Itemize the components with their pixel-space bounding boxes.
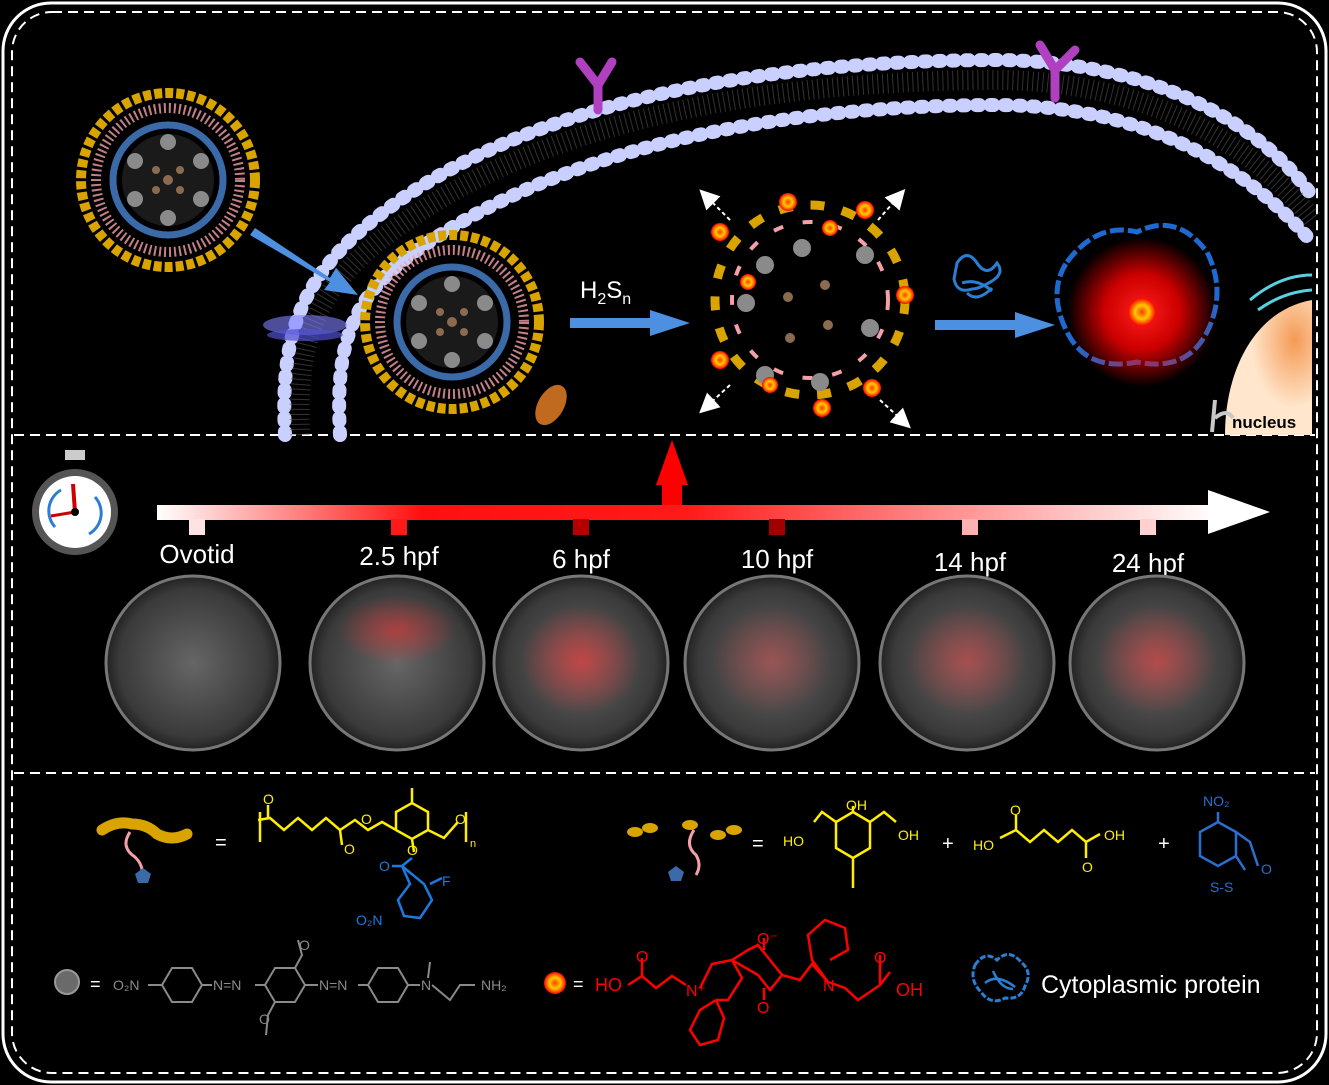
- timeline-tick: [962, 519, 978, 535]
- azo-group: N=N: [213, 977, 241, 993]
- reagent-h: H: [580, 277, 597, 304]
- micelle-outside: [76, 88, 260, 272]
- plus-sign: +: [942, 833, 954, 855]
- equals-sign: =: [90, 974, 101, 994]
- atom-o: O: [379, 858, 390, 874]
- embryo-image: [104, 574, 282, 752]
- atom-o: O: [1261, 861, 1272, 877]
- reagent-s: S: [606, 277, 622, 304]
- protein-label: Cytoplasmic protein: [1041, 971, 1261, 999]
- hydroxyl: HO: [595, 975, 622, 995]
- atom-o: O: [455, 811, 466, 827]
- atom-o-minus: O⁻: [757, 931, 778, 948]
- nucleus-label: nucleus: [1232, 413, 1296, 432]
- stage-label: 6 hpf: [552, 544, 611, 574]
- uptake-arrow: [250, 228, 358, 295]
- nucleus: nucleus: [1210, 273, 1313, 435]
- nitro-group: O₂N: [113, 977, 139, 993]
- stage-label: Ovotid: [159, 539, 234, 569]
- disulfide: S-S: [1210, 879, 1233, 895]
- atom-o: O: [299, 937, 310, 953]
- cytoplasmic-protein-small: [952, 254, 1002, 299]
- micelle-entering: [360, 230, 544, 414]
- embryo-fluorescence: [337, 595, 457, 665]
- stage-label: 2.5 hpf: [359, 541, 439, 571]
- hydroxyl: OH: [898, 827, 919, 843]
- amine-group: NH₂: [481, 977, 507, 993]
- timeline-tick: [573, 519, 589, 535]
- red-up-arrow-stem: [662, 482, 682, 510]
- timeline-arrowhead: [1208, 490, 1270, 534]
- reagent-label: H2Sn: [580, 277, 631, 308]
- nitro-group: O₂N: [356, 912, 382, 928]
- reaction-arrow-2: [935, 312, 1055, 338]
- embryo-fluorescence: [1097, 605, 1217, 715]
- timeline-bar: [157, 505, 1217, 520]
- equals-sign: =: [752, 833, 764, 855]
- atom-f: F: [442, 873, 451, 889]
- membrane-receptor-left: [575, 57, 617, 115]
- atom-o: O: [874, 950, 886, 967]
- atom-o: O: [259, 1011, 270, 1027]
- mitochondrion: [535, 384, 567, 426]
- equals-sign: =: [215, 832, 227, 854]
- hydroxyl: HO: [973, 837, 994, 853]
- atom-o: O: [361, 811, 372, 827]
- hydroxyl: OH: [1104, 827, 1125, 843]
- quencher-icon: [54, 969, 80, 995]
- cytoplasmic-protein-icon: [971, 953, 1030, 1003]
- legend-protein: Cytoplasmic protein: [971, 953, 1261, 1003]
- atom-n-plus: N⁺: [686, 983, 706, 1000]
- hydroxyl: HO: [783, 833, 804, 849]
- red-up-arrow: [656, 440, 688, 510]
- stage-label: 14 hpf: [934, 547, 1007, 577]
- legend-degradation: = OH HO OH + HO O OH O + NO₂ O S-S: [627, 793, 1272, 895]
- embryo-fluorescence: [907, 605, 1027, 715]
- embryo-fluorescence: [712, 605, 832, 715]
- atom-n: N: [823, 978, 835, 995]
- embryo-fluorescence: [521, 605, 641, 715]
- polymer-chain-icon: [96, 817, 193, 883]
- membrane-receptor-right: [1035, 40, 1080, 103]
- equals-sign: =: [573, 974, 584, 994]
- reaction-arrow-1: [570, 310, 690, 336]
- atom-o: O: [407, 842, 418, 858]
- timeline-tick: [769, 519, 785, 535]
- legend-dye: = HO N⁺ O O⁻ O N O OH: [544, 918, 923, 1047]
- svg-text:H2Sn: H2Sn: [580, 277, 631, 308]
- reagent-sub: 2: [597, 291, 606, 308]
- atom-o: O: [757, 1000, 769, 1017]
- protein-bound-fluorescent-dye: [1054, 222, 1220, 387]
- atom-o: O: [1082, 859, 1093, 875]
- legend-quencher: = O₂N N=N N=N O O N NH₂: [54, 937, 507, 1036]
- nitro-group: NO₂: [1203, 793, 1229, 809]
- azo-group: N=N: [319, 977, 347, 993]
- endocytosis-channel: [263, 315, 347, 341]
- reagent-sub-n: n: [622, 291, 631, 308]
- stage-label: 24 hpf: [1112, 548, 1185, 578]
- degraded-polymer-icon: [627, 820, 742, 881]
- timeline-tick: [391, 519, 407, 535]
- atom-o: O: [636, 949, 648, 966]
- inner-dashed-border: [11, 11, 1318, 1074]
- disassembled-micelle: [699, 188, 914, 429]
- repeat-n: n: [470, 838, 476, 850]
- atom-n: N: [421, 977, 431, 993]
- hydroxyl: OH: [896, 980, 923, 1000]
- legend-polymer: = O O O O n O O F O₂N: [96, 788, 476, 928]
- atom-o: O: [344, 841, 355, 857]
- stage-label: 10 hpf: [741, 544, 814, 574]
- timeline-tick: [1140, 519, 1156, 535]
- hydroxyl: OH: [846, 797, 867, 813]
- timeline-tick: [189, 519, 205, 535]
- stopwatch-icon: [32, 450, 118, 555]
- plus-sign: +: [1158, 833, 1170, 855]
- atom-o: O: [263, 791, 274, 807]
- dye-icon: [544, 972, 566, 994]
- atom-o: O: [1010, 802, 1021, 818]
